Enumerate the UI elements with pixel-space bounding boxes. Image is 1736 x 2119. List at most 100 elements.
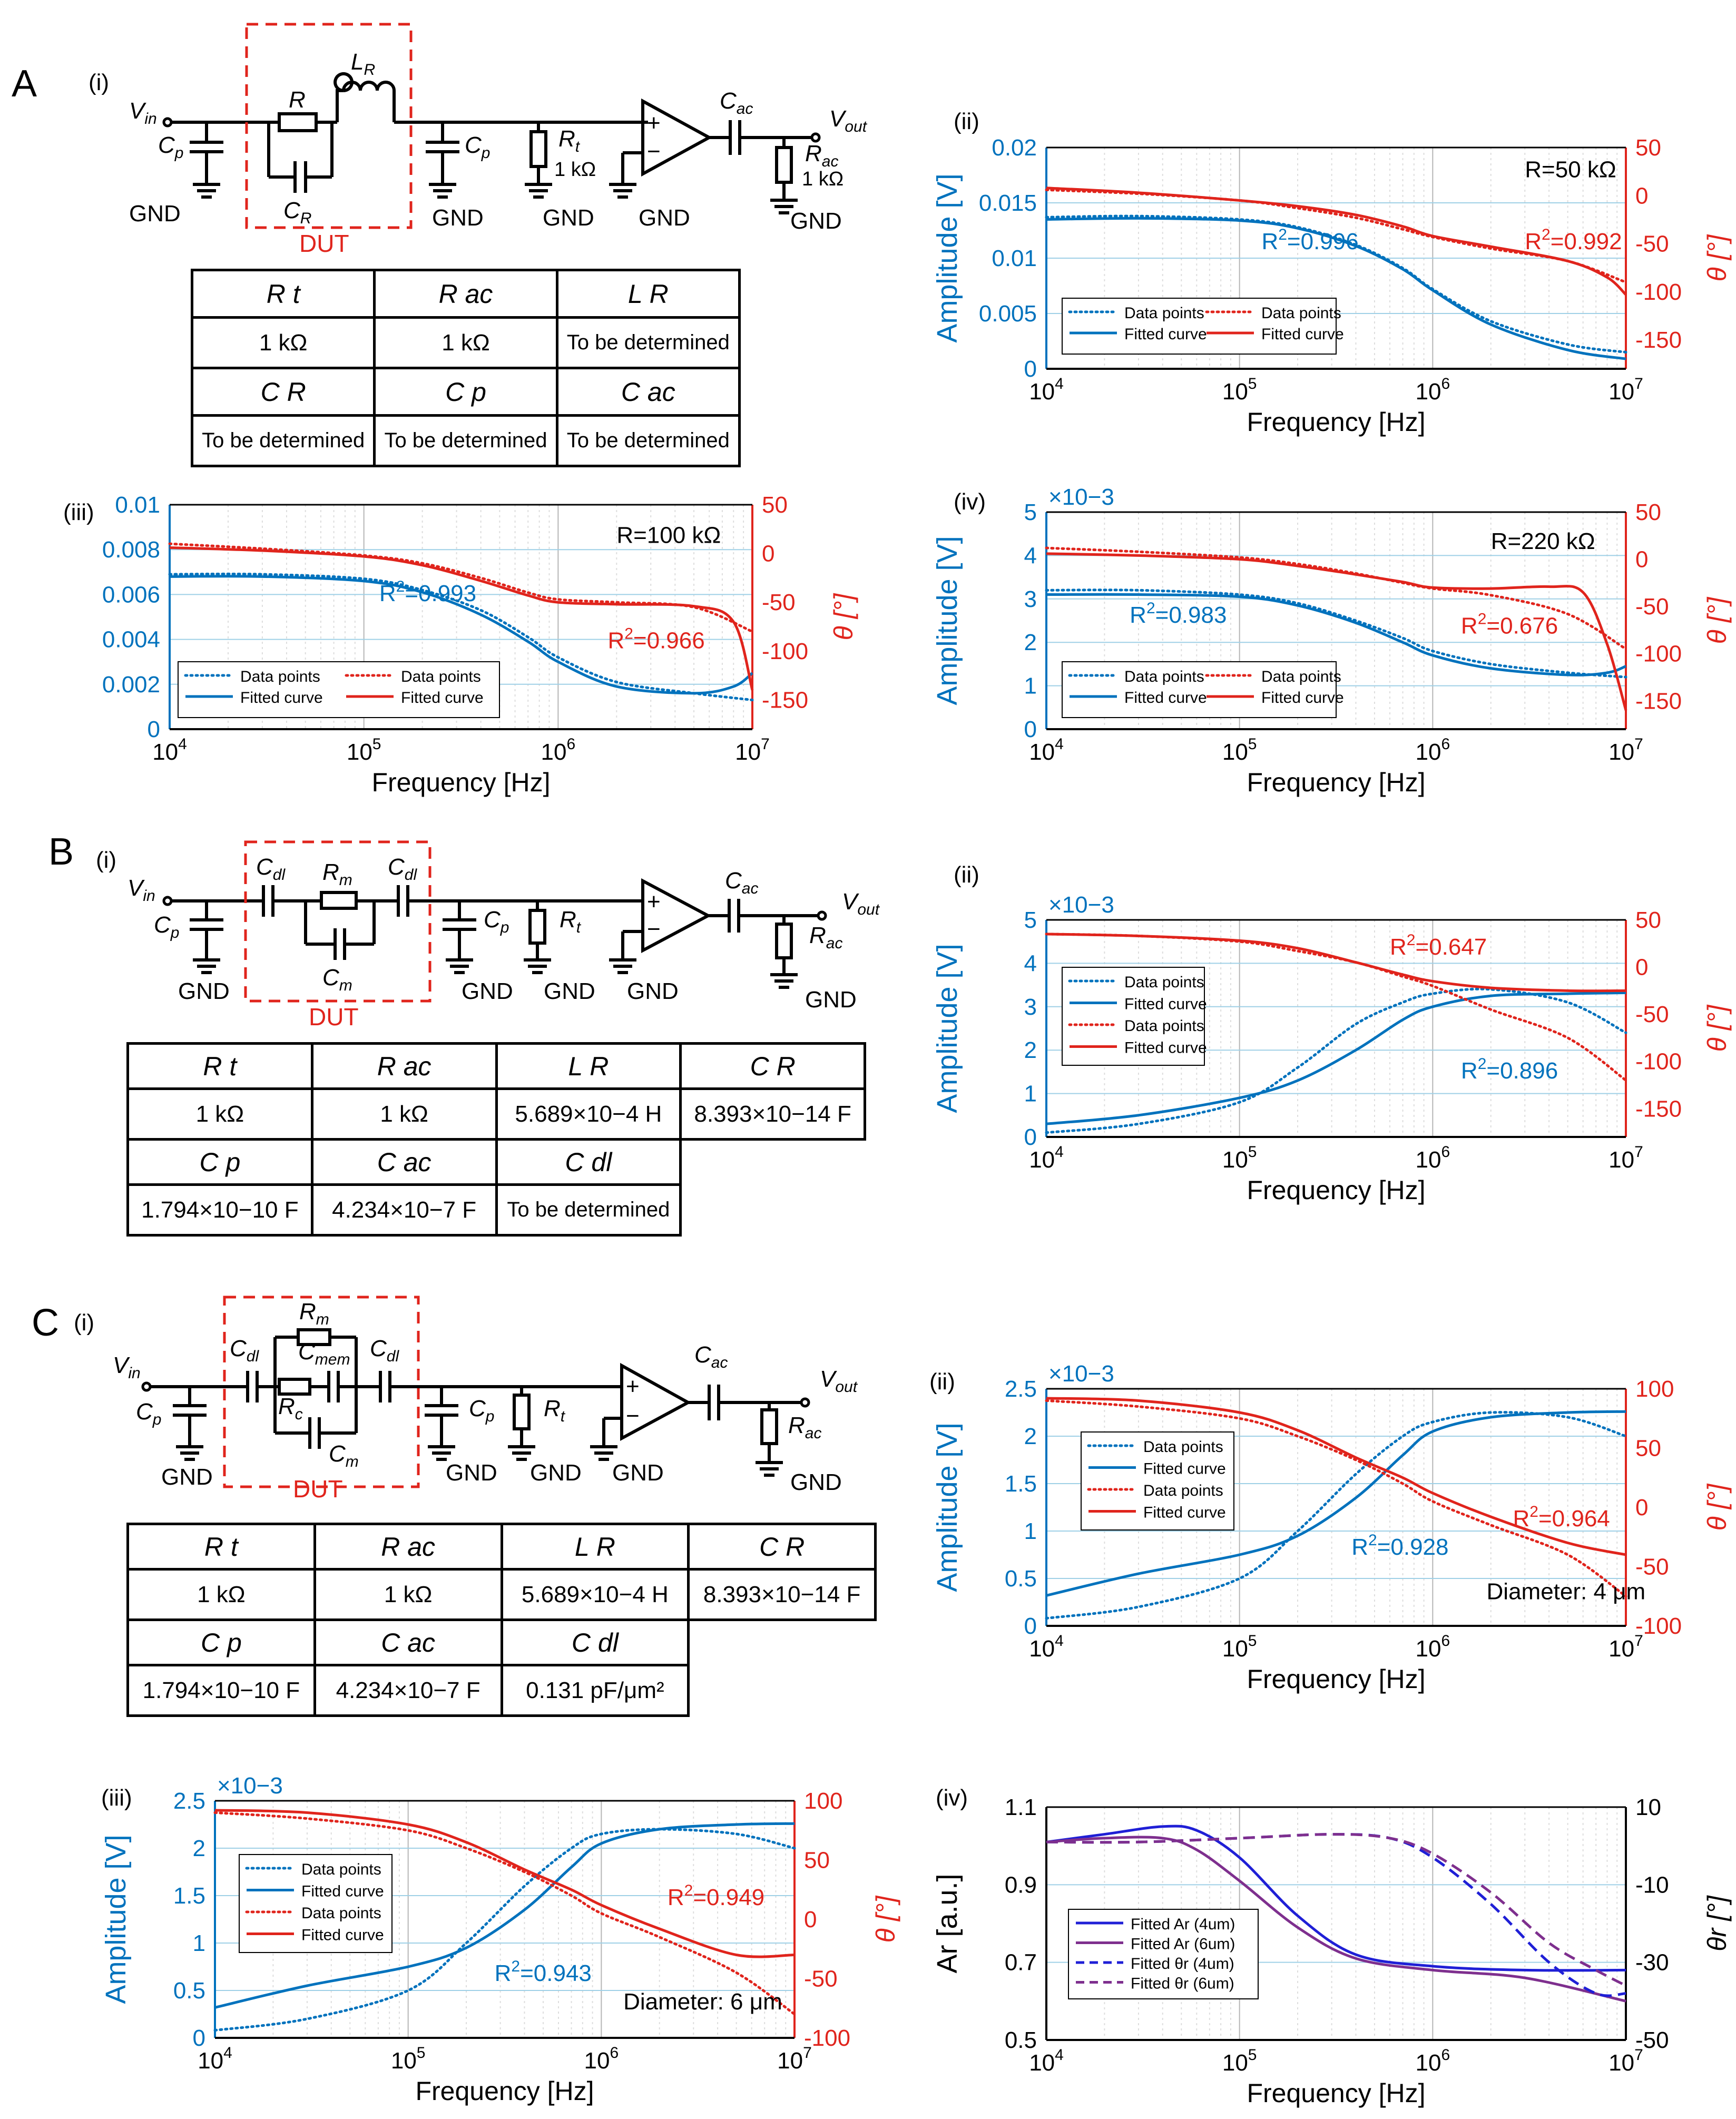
y-tick-label: 2 (1024, 630, 1037, 655)
label-gnd-3: GND (530, 1460, 582, 1486)
chart-annotation: R=100 kΩ (616, 522, 721, 548)
series-line-amplitude-data (213, 1828, 796, 2032)
x-tick-label: 105 (1222, 375, 1257, 405)
y-tick-label: 0.005 (979, 301, 1037, 327)
y-tick-label: 0 (193, 2025, 205, 2051)
table-b-header: L R (495, 1042, 682, 1090)
y2-tick-label: 50 (804, 1848, 830, 1873)
label-vin: Vin (129, 98, 157, 127)
legend-label: Data points (1124, 668, 1204, 685)
label-rc: Rc (278, 1394, 303, 1423)
x-tick-label: 107 (1609, 1143, 1643, 1173)
legend-label: Fitted curve (1261, 689, 1344, 707)
label-rt: Rt (544, 1396, 566, 1425)
y2-tick-label: 0 (1635, 183, 1648, 209)
y2-tick-label: -100 (762, 639, 808, 664)
chart-annotation: R2=0.996 (1261, 226, 1358, 254)
table-c-cell: 4.234×10−7 F (313, 1664, 503, 1717)
table-a-cell: 1 kΩ (190, 316, 376, 369)
y2-axis-label: θ [°] (829, 593, 858, 640)
table-b-cell: 1 kΩ (310, 1087, 498, 1141)
y-tick-label: 0.9 (1005, 1872, 1037, 1898)
x-tick-label: 106 (1416, 735, 1450, 765)
y-tick-label: 3 (1024, 994, 1037, 1020)
chart-annotation: R2=0.966 (607, 625, 704, 654)
y2-tick-label: -150 (1635, 327, 1682, 353)
label-gnd-1: GND (129, 201, 181, 227)
table-c-header: R ac (313, 1523, 503, 1571)
y-tick-label: 5 (1024, 499, 1037, 525)
table-c-header: C ac (313, 1618, 503, 1666)
y-tick-label: 3 (1024, 586, 1037, 612)
label-r: R (289, 87, 306, 113)
circuit-b-schematic: Vin Cp GND DUT Cdl Rm Cm Cdl (127, 840, 880, 1031)
chart-annotation: R2=0.928 (1351, 1532, 1448, 1560)
y-tick-label: 2.5 (173, 1788, 205, 1814)
y-tick-label: 0 (1024, 1124, 1037, 1150)
dut-box-b (244, 840, 431, 1003)
dut-box-c (223, 1296, 420, 1488)
y-tick-label: 0.5 (1005, 1566, 1037, 1592)
panel-letter-a: A (12, 63, 37, 105)
legend-label: Fitted curve (301, 1883, 384, 1900)
y-tick-label: 0.008 (102, 537, 160, 563)
y2-tick-label: -150 (1635, 688, 1682, 714)
chart-annotation: R2=0.983 (1130, 600, 1227, 628)
legend-label: Data points (1143, 1438, 1223, 1456)
y2-tick-label: 50 (1635, 499, 1661, 525)
y2-tick-label: -100 (804, 2025, 850, 2051)
x-tick-label: 105 (1222, 735, 1257, 765)
label-gnd-3: GND (543, 205, 594, 231)
series-line-phase-fit (214, 1809, 795, 1958)
chart-a-iii-amplitude-phase: 104 105 106 10700.0020.0040.0060.0080.01-15… (102, 492, 858, 797)
series-line-amplitude-data (1045, 1411, 1627, 1620)
label-gnd-5: GND (790, 208, 842, 234)
table-c-empty (689, 1620, 876, 1665)
y2-axis-label: θr [°] (1702, 1895, 1732, 1951)
series-line-amplitude-fit (169, 575, 753, 695)
y2-axis-label: θ [°] (1702, 1004, 1732, 1052)
label-vout: Vout (820, 1366, 858, 1396)
x-axis-label: Frequency [Hz] (371, 768, 550, 797)
y2-tick-label: -10 (1635, 1872, 1669, 1898)
sublabel-c-iii: (iii) (101, 1785, 132, 1811)
table-a-cell: To be determined (555, 316, 741, 369)
chart-annotation: Diameter: 4 μm (1487, 1579, 1646, 1605)
label-rt: Rt (558, 126, 581, 155)
y2-tick-label: -100 (1635, 1613, 1682, 1639)
y2-tick-label: 100 (1635, 1376, 1674, 1402)
y2-tick-label: 0 (1635, 547, 1648, 573)
chart-annotation: Diameter: 6 μm (623, 1989, 782, 2015)
table-c-cell: 1 kΩ (126, 1568, 316, 1621)
table-b-header: C ac (310, 1138, 498, 1186)
y2-tick-label: -100 (1635, 1049, 1682, 1075)
chart-b-ii-amplitude-phase: 104 105 106 107012345-150-100-50050Frequenc… (931, 892, 1732, 1205)
series-line-phase-fit (1046, 1397, 1626, 1556)
legend-box (1062, 967, 1205, 1066)
dut-label-b: DUT (309, 1003, 359, 1031)
table-b-cell: 1 kΩ (126, 1087, 313, 1141)
series-line-amplitude-fit (1046, 1410, 1626, 1597)
legend-label: Fitted curve (301, 1927, 384, 1944)
series-line-amplitude-fit (1046, 991, 1626, 1125)
label-cac: Cac (725, 868, 758, 897)
legend-label: Data points (240, 668, 320, 685)
y2-tick-label: -30 (1635, 1950, 1669, 1976)
chart-annotation: R=50 kΩ (1525, 157, 1616, 183)
series-line-amplitude-fit (1046, 217, 1626, 360)
sublabel-c-i: (i) (74, 1310, 95, 1336)
opamp-plus: + (647, 889, 661, 915)
series-line-phase-data (213, 1811, 796, 2016)
x-tick-label: 105 (1222, 2046, 1257, 2076)
x-axis-label: Frequency [Hz] (1247, 2078, 1425, 2108)
label-cr: CR (283, 198, 311, 227)
y-tick-label: 5 (1024, 907, 1037, 933)
label-rac: Rac (809, 923, 842, 952)
y2-tick-label: -50 (1635, 1554, 1669, 1580)
y-axis-label: Amplitude [V] (931, 1423, 963, 1592)
table-c-cell: 8.393×10−14 F (687, 1568, 877, 1621)
y-axis-label: Amplitude [V] (100, 1834, 132, 2004)
y-tick-label: 4 (1024, 950, 1037, 976)
label-cp-left: Cp (136, 1399, 161, 1428)
param-table-c: R t R ac L R C R 1 kΩ 1 kΩ 5.689×10−4 H … (126, 1523, 877, 1717)
